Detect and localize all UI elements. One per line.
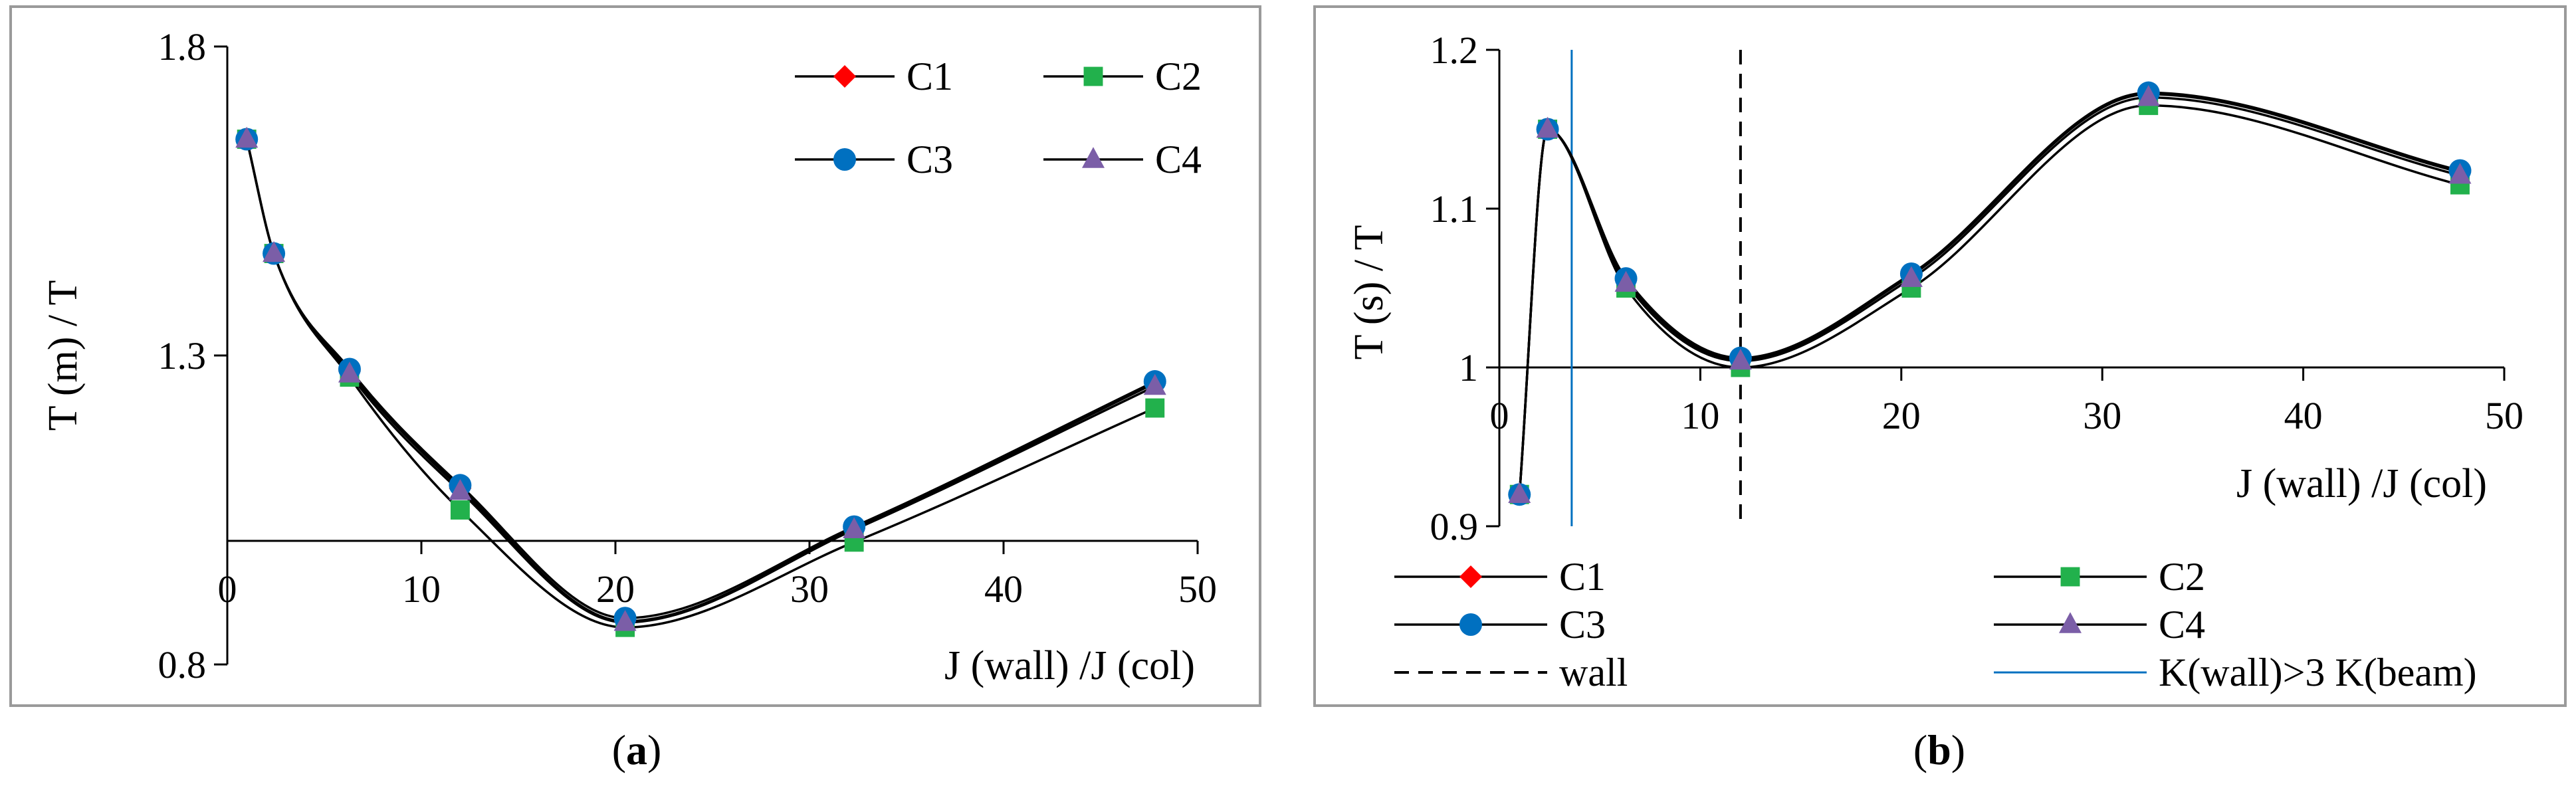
panel-a-y-tick-label: 0.8 [158,643,207,686]
panel-b-ylabel: T (s) / T [1346,225,1392,360]
panel-b-y-tick-label: 1 [1459,346,1478,389]
panel-a-marker-c4 [1143,373,1166,395]
panel-b-x-tick-label: 20 [1882,394,1921,437]
panel-b-legend-label: C2 [2159,555,2205,599]
panel-b-marker-c4 [1536,116,1559,138]
panel-b-marker-c4 [1508,482,1531,503]
panel-a-ylabel: T (m) / T [41,280,86,431]
panel-a-x-tick-label: 30 [790,567,829,611]
panel-b-legend: C1 C2 C3 C4 wall K(wall)>3 K(beam) [1394,555,2477,694]
panel-a-marker-c2 [1145,398,1165,418]
panel-b-marker-c4 [2448,163,2472,184]
panel-a-caption-letter: a [626,726,647,773]
panel-a-marker-c4 [235,126,259,148]
panel-b-legend-marker-c2 [2060,567,2080,587]
panel-b-y-tick-label: 1.1 [1430,187,1479,231]
panel-a-legend-label: C4 [1155,138,1202,181]
panel-b-legend-marker-c1 [1459,565,1482,588]
panel-b-xlabel: J (wall) /J (col) [2236,461,2487,506]
panel-a-marker-c4 [338,361,361,383]
panel-b-y-tick-label: 0.9 [1430,505,1479,548]
panel-a-x-tick-label: 40 [984,567,1023,611]
panel-a-marker-c4 [263,241,286,262]
panel-b-marker-c4 [1729,348,1752,370]
panel-a-y-tick-label: 1.3 [158,334,207,377]
panel-b-x-tick-label: 30 [2083,394,2121,437]
panel-a-marker-c4 [613,610,637,631]
panel-b-caption: (b) [1913,726,1965,773]
panel-b-x-tick-label: 40 [2284,394,2323,437]
panel-a-legend: C1 C2 C3 C4 [795,54,1202,181]
panel-b-x-tick-label: 50 [2485,394,2523,437]
panel-b-legend-marker-c4 [2059,612,2082,633]
panel-b-marker-c4 [1899,266,1923,287]
panel-a-xlabel: J (wall) /J (col) [944,643,1195,688]
panel-b-marker-c4 [2137,85,2160,106]
panel-b-frame [1313,5,2567,707]
panel-b-legend-label: K(wall)>3 K(beam) [2159,650,2477,694]
panel-a-y-tick-label: 1.8 [158,25,207,68]
panel-b-y-tick-label: 1.2 [1430,29,1479,72]
panel-b-x-tick-label: 0 [1490,394,1509,437]
panel-b-marker-c4 [1614,270,1638,292]
panel-b-legend-label: C1 [1559,555,1606,599]
panel-a-x-tick-label: 50 [1178,567,1217,611]
panel-a-legend-marker-c1 [833,65,856,88]
panel-a-curve-c4 [245,139,1156,624]
panel-a-plot: 0.8 1.3 1.8 0 10 20 30 40 50 [158,25,1218,686]
panel-b-x-tick-label: 10 [1681,394,1719,437]
panel-a-legend-marker-c2 [1083,66,1103,86]
panel-a-marker-c4 [449,478,472,500]
panel-a-marker-c4 [843,517,866,539]
panel-a-marker-c2 [450,500,470,520]
panel-a-x-tick-label: 10 [402,567,441,611]
panel-b-plot: 0.9 1 1.1 1.2 0 10 20 30 40 50 [1430,29,2524,548]
panel-b-legend-label: C3 [1559,603,1606,647]
panel-a-x-tick-label: 20 [596,567,635,611]
panel-b-caption-letter: b [1927,726,1951,773]
panel-a-legend-label: C3 [907,138,953,181]
panel-a-legend-label: C2 [1155,54,1202,98]
panel-b-legend-marker-c3 [1459,613,1482,636]
panel-a-legend-marker-c4 [1082,147,1105,168]
panel-a-legend-label: C1 [907,54,953,98]
panel-a-legend-marker-c3 [833,148,856,171]
panel-b-legend-label: wall [1559,650,1628,694]
panel-a-x-tick-label: 0 [218,567,237,611]
panel-a-caption: (a) [612,726,662,773]
panel-b-legend-label: C4 [2159,603,2205,647]
